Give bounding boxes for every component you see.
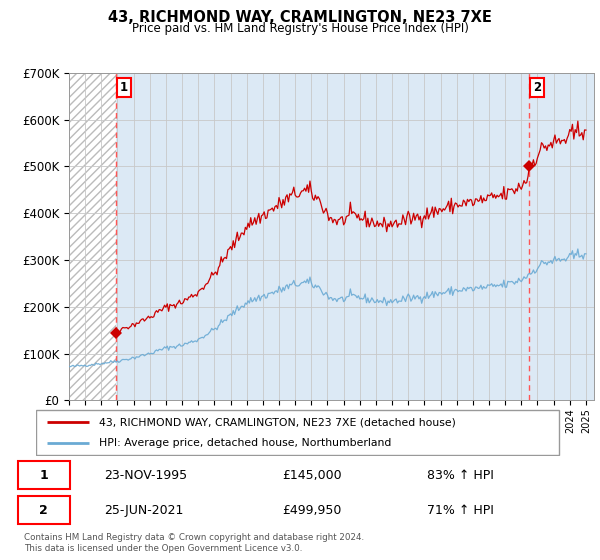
FancyBboxPatch shape [18, 496, 70, 524]
Text: £145,000: £145,000 [283, 469, 343, 482]
Text: 2: 2 [533, 81, 541, 94]
Text: 1: 1 [120, 81, 128, 94]
Text: 83% ↑ HPI: 83% ↑ HPI [427, 469, 494, 482]
Text: 71% ↑ HPI: 71% ↑ HPI [427, 504, 494, 517]
Text: 2: 2 [40, 504, 48, 517]
Text: HPI: Average price, detached house, Northumberland: HPI: Average price, detached house, Nort… [100, 438, 392, 448]
Text: 43, RICHMOND WAY, CRAMLINGTON, NE23 7XE: 43, RICHMOND WAY, CRAMLINGTON, NE23 7XE [108, 10, 492, 25]
Text: Contains HM Land Registry data © Crown copyright and database right 2024.
This d: Contains HM Land Registry data © Crown c… [24, 533, 364, 553]
Text: £499,950: £499,950 [283, 504, 342, 517]
Text: 1: 1 [40, 469, 48, 482]
FancyBboxPatch shape [18, 461, 70, 489]
Text: 25-JUN-2021: 25-JUN-2021 [104, 504, 184, 517]
Text: 23-NOV-1995: 23-NOV-1995 [104, 469, 187, 482]
Bar [69, 73, 116, 400]
FancyBboxPatch shape [36, 410, 559, 455]
Text: Price paid vs. HM Land Registry's House Price Index (HPI): Price paid vs. HM Land Registry's House … [131, 22, 469, 35]
Text: 43, RICHMOND WAY, CRAMLINGTON, NE23 7XE (detached house): 43, RICHMOND WAY, CRAMLINGTON, NE23 7XE … [100, 417, 456, 427]
